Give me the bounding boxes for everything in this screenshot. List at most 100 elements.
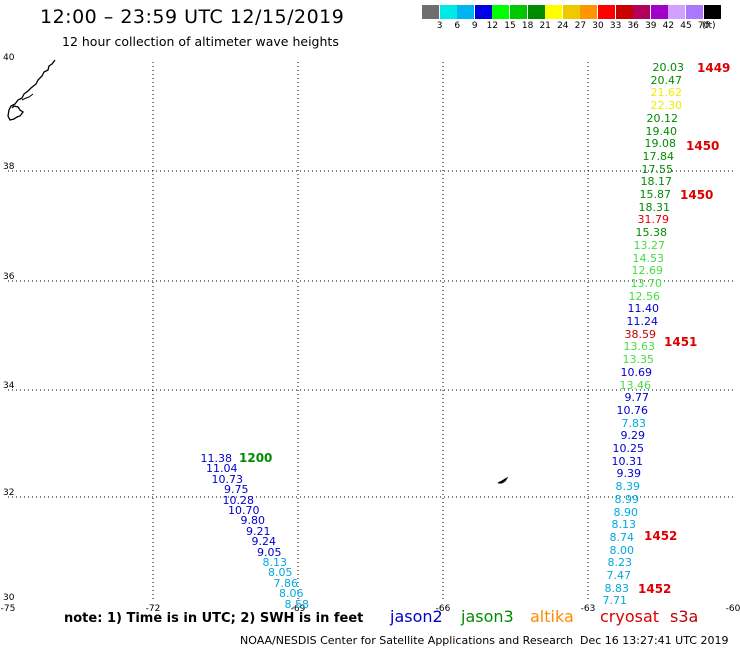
track-time-label: 1449 <box>697 61 731 75</box>
wave-height-label: 8.39 <box>615 480 641 494</box>
wave-height-label: 7.71 <box>602 594 628 608</box>
wave-height-label: 11.38 <box>200 452 233 465</box>
wave-height-label: 8.23 <box>607 556 633 570</box>
wave-height-label: 7.83 <box>621 416 647 430</box>
colorbar-tick-label: 15 <box>504 21 516 31</box>
wave-height-label: 13.35 <box>622 353 655 367</box>
track-time-label: 1451 <box>664 335 698 349</box>
colorbar-tick-label: 27 <box>574 21 587 31</box>
colorbar-swatch <box>615 5 633 19</box>
footer-credit: NOAA/NESDIS Center for Satellite Applica… <box>240 634 574 647</box>
colorbar-tick-label: 24 <box>557 21 569 31</box>
axis-tick-labels: -75 -72 -69 -66 -63 -60 40 38 36 34 32 30 <box>1 53 740 614</box>
colorbar-swatch <box>510 5 527 19</box>
track-time-label: 1450 <box>686 139 720 153</box>
coastline-north <box>7 59 56 121</box>
colorbar-tick-label: 45 <box>680 21 692 31</box>
wave-height-label: 9.21 <box>246 524 271 538</box>
longitude-tick-label: -63 <box>581 604 596 614</box>
latitude-tick-label: 34 <box>3 381 15 391</box>
longitude-tick-label: -72 <box>146 604 161 614</box>
wave-height-label: 9.75 <box>224 483 249 497</box>
wave-height-label: 8.13 <box>262 556 288 569</box>
colorbar-tick-label: 9 <box>471 21 478 31</box>
colorbar-swatch <box>422 5 439 19</box>
wave-height-label: 38.59 <box>624 327 657 341</box>
wave-height-label: 9.24 <box>251 535 277 549</box>
wave-height-label: 21.62 <box>650 86 683 100</box>
colorbar-swatch <box>545 5 563 19</box>
colorbar-swatch <box>562 5 580 19</box>
wave-height-label: 11.40 <box>627 302 660 316</box>
colorbar-swatch <box>650 5 668 19</box>
wave-height-label: 8.83 <box>604 581 630 595</box>
latitude-tick-label: 30 <box>3 593 15 603</box>
wave-height-label: 10.28 <box>222 493 255 507</box>
wave-height-label: 17.55 <box>641 162 674 176</box>
colorbar-swatch <box>527 5 545 19</box>
wave-height-label: 12.56 <box>628 289 661 303</box>
map-subtitle: 12 hour collection of altimeter wave hei… <box>62 34 339 49</box>
wave-height-label: 31.79 <box>637 213 670 227</box>
wave-height-label: 7.47 <box>606 569 632 582</box>
colorbar-tick-label: 36 <box>627 21 639 31</box>
colorbar-tick-label: 42 <box>662 21 675 31</box>
colorbar-unit: (ft) <box>702 21 716 31</box>
wave-height-label: 20.03 <box>652 61 685 74</box>
legend-jason2: jason2 <box>390 607 443 626</box>
wave-height-label: 8.13 <box>611 518 637 532</box>
wave-height-label: 18.17 <box>640 175 673 189</box>
latitude-tick-label: 40 <box>3 53 15 63</box>
longitude-tick-label: -69 <box>291 604 306 614</box>
wave-height-label: 22.30 <box>650 99 683 113</box>
wave-height-label: 9.39 <box>616 467 642 481</box>
colorbar-swatch <box>633 5 651 19</box>
colorbar-swatch <box>492 5 510 19</box>
legend-s3a: s3a <box>670 607 699 626</box>
colorbar-swatch <box>703 5 721 19</box>
wave-height-label: 9.29 <box>620 429 646 443</box>
legend-note: note: 1) Time is in UTC; 2) SWH is in fe… <box>64 611 364 626</box>
wave-height-label: 11.04 <box>206 462 238 476</box>
wave-height-label: 10.31 <box>611 454 644 468</box>
wave-height-label: 8.06 <box>279 587 304 601</box>
wave-height-label: 13.46 <box>619 378 652 392</box>
wave-height-label: 8.74 <box>609 530 635 544</box>
footer-timestamp: Dec 16 13:27:41 UTC 2019 <box>580 634 729 647</box>
colorbar-tick-label: 39 <box>645 21 657 31</box>
wave-height-label: 10.69 <box>620 365 653 379</box>
track-time-label: 1452 <box>638 582 672 596</box>
latitude-tick-label: 38 <box>3 162 15 172</box>
wave-height-label: 17.84 <box>642 149 675 163</box>
graticule <box>8 62 733 602</box>
wave-height-label: 9.80 <box>240 514 266 528</box>
colorbar-swatch <box>474 5 492 19</box>
colorbar-tick-label: 3 <box>436 21 443 31</box>
wave-height-label: 9.05 <box>257 545 282 559</box>
wave-height-label: 20.47 <box>650 73 683 87</box>
wave-height-label: 8.05 <box>268 566 293 580</box>
latitude-tick-label: 32 <box>3 488 14 498</box>
wave-height-label: 10.73 <box>211 472 244 486</box>
wave-height-label: 8.90 <box>613 505 639 519</box>
track-time-label: 1200 <box>239 451 273 465</box>
colorbar-swatch <box>668 5 686 19</box>
colorbar-swatch <box>439 5 457 19</box>
wave-height-label: 8.00 <box>609 543 635 557</box>
colorbar-tick-label: 70 <box>697 21 710 31</box>
wave-height-label: 13.63 <box>623 340 656 354</box>
colorbar-tick-label: 12 <box>486 21 499 31</box>
wave-height-label: 13.70 <box>630 276 663 290</box>
longitude-tick-label: -75 <box>1 604 16 614</box>
wave-height-label: 10.25 <box>612 442 645 455</box>
legend-cryosat: cryosat <box>600 607 660 626</box>
wave-height-label: 20.12 <box>646 111 679 125</box>
wave-height-label: 14.53 <box>632 251 665 265</box>
colorbar-swatch <box>686 5 703 19</box>
wave-height-label: 9.77 <box>624 391 650 405</box>
colorbar-tick-label: 33 <box>609 21 622 31</box>
colorbar-tick-label: 21 <box>539 21 551 31</box>
wave-height-label: 18.31 <box>638 200 671 214</box>
